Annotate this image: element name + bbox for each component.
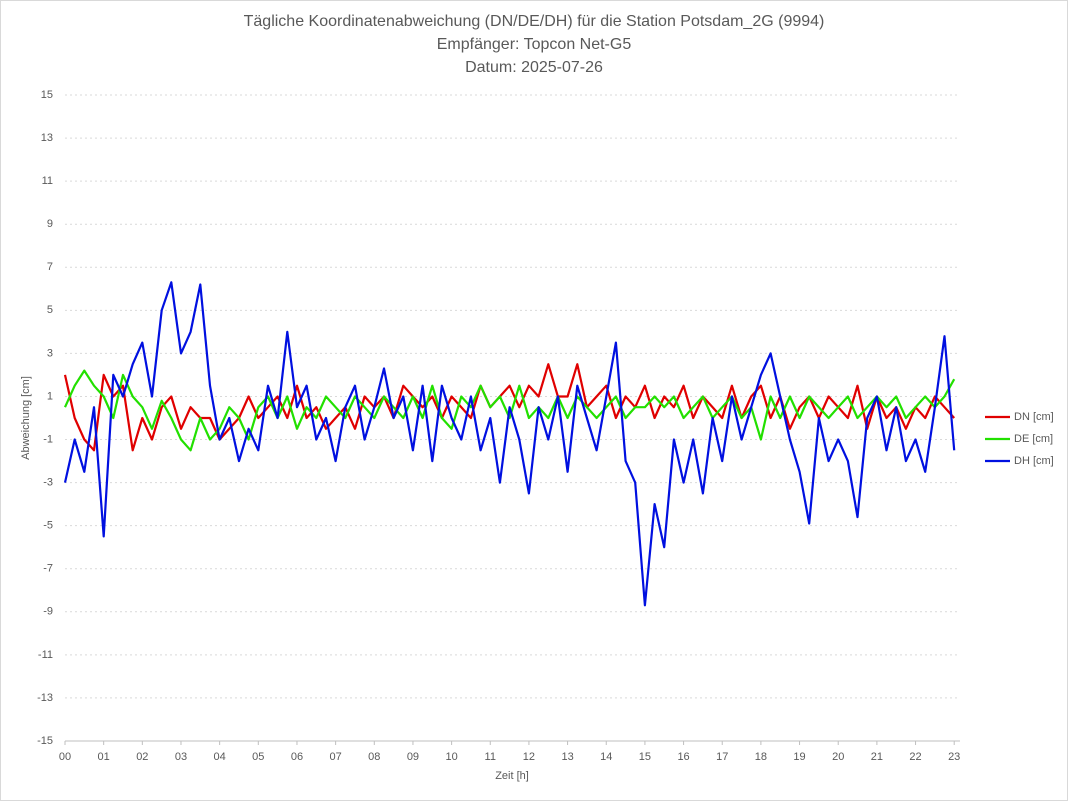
x-tick-label: 06 xyxy=(291,751,303,763)
y-tick-label: -5 xyxy=(43,520,53,532)
x-tick-label: 07 xyxy=(330,751,342,763)
x-tick-label: 09 xyxy=(407,751,419,763)
x-tick-label: 18 xyxy=(755,751,767,763)
x-tick-label: 08 xyxy=(368,751,380,763)
y-tick-label: -15 xyxy=(37,735,53,747)
x-tick-label: 19 xyxy=(793,751,805,763)
x-tick-label: 12 xyxy=(523,751,535,763)
y-tick-label: -1 xyxy=(43,433,53,445)
x-tick-label: 01 xyxy=(98,751,110,763)
x-tick-label: 05 xyxy=(252,751,264,763)
x-tick-label: 22 xyxy=(909,751,921,763)
y-tick-label: 11 xyxy=(42,175,53,187)
y-axis-label: Abweichung [cm] xyxy=(20,376,32,460)
data-line xyxy=(63,281,956,607)
y-tick-label: 1 xyxy=(47,390,53,402)
chart-title: Tägliche Koordinatenabweichung (DN/DE/DH… xyxy=(244,13,825,30)
chart-subtitle: Empfänger: Topcon Net-G5 xyxy=(437,36,632,53)
data-line xyxy=(63,369,956,452)
x-tick-label: 17 xyxy=(716,751,728,763)
x-tick-label: 10 xyxy=(445,751,457,763)
y-tick-label: -9 xyxy=(43,606,53,618)
x-tick-label: 14 xyxy=(600,751,612,763)
x-tick-label: 23 xyxy=(948,751,960,763)
x-tick-label: 03 xyxy=(175,751,187,763)
legend-label: DH [cm] xyxy=(1014,455,1054,467)
y-tick-label: 9 xyxy=(47,218,53,230)
x-axis-label: Zeit [h] xyxy=(495,770,529,782)
y-tick-label: 13 xyxy=(41,132,53,144)
x-tick-label: 11 xyxy=(485,751,496,763)
y-tick-label: -11 xyxy=(38,649,53,661)
x-tick-label: 02 xyxy=(136,751,148,763)
x-tick-label: 16 xyxy=(677,751,689,763)
data-line xyxy=(63,363,956,452)
x-tick-label: 20 xyxy=(832,751,844,763)
x-tick-label: 21 xyxy=(871,751,883,763)
y-tick-label: 7 xyxy=(47,261,53,273)
x-tick-label: 13 xyxy=(561,751,573,763)
y-tick-label: -7 xyxy=(43,563,53,575)
x-tick-label: 00 xyxy=(59,751,71,763)
chart-subtitle: Datum: 2025-07-26 xyxy=(465,59,603,76)
legend-label: DE [cm] xyxy=(1014,433,1053,445)
y-tick-label: 5 xyxy=(47,304,53,316)
x-tick-label: 04 xyxy=(214,751,226,763)
y-tick-label: 3 xyxy=(47,347,53,359)
legend-label: DN [cm] xyxy=(1014,411,1054,423)
y-tick-label: -3 xyxy=(43,477,53,489)
y-tick-label: 15 xyxy=(41,89,53,101)
x-tick-label: 15 xyxy=(639,751,651,763)
y-tick-label: -13 xyxy=(37,692,53,704)
